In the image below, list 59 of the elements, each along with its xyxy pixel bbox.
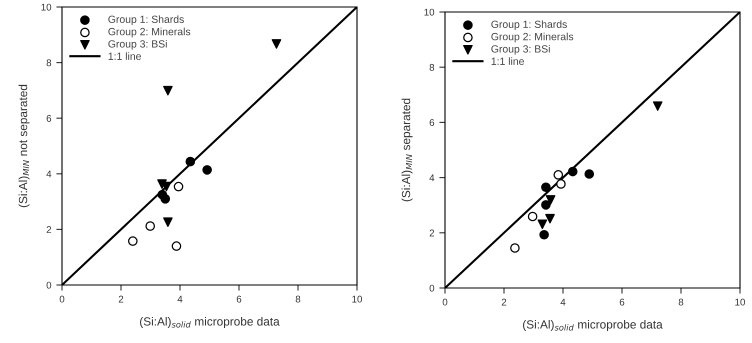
x-tick-label: 6	[620, 298, 624, 306]
y-tick-label: 0	[430, 284, 434, 292]
x-tick-label: 4	[560, 298, 566, 306]
y-tick-label: 2	[46, 226, 52, 233]
point	[539, 230, 549, 240]
x-tick-label: 4	[178, 296, 182, 302]
y-tick-label: 8	[46, 59, 52, 66]
y-tick-label: 0	[46, 282, 52, 289]
point	[652, 101, 662, 111]
point	[202, 165, 212, 175]
x-axis-title: (Si:Al)$_{solid}$ microprobe data	[523, 320, 663, 331]
point	[545, 214, 555, 224]
point	[546, 195, 556, 205]
point	[541, 182, 551, 192]
legend-label: Group 3: BSi	[108, 40, 167, 50]
y-tick-label: 2	[430, 230, 434, 236]
x-tick-label: 8	[296, 296, 300, 303]
y-tick-label: 10	[42, 4, 52, 11]
point	[186, 156, 196, 166]
point	[528, 212, 538, 222]
legend-label: Group 1: Shards	[108, 15, 184, 26]
x-tick-label: 10	[352, 296, 362, 303]
y-tick-label: 6	[46, 114, 52, 122]
y-tick-label: 4	[46, 170, 52, 178]
x-tick-label: 8	[678, 298, 684, 306]
point	[163, 86, 173, 96]
point	[172, 241, 182, 251]
point	[272, 39, 282, 49]
legend-label: 1:1 line	[492, 57, 524, 65]
x-tick-label: 2	[118, 296, 124, 302]
x-axis-title: (Si:Al)$_{solid}$ microprobe data	[140, 316, 280, 328]
point	[553, 170, 564, 180]
legend-label: 1:1 line	[108, 52, 141, 60]
point	[163, 217, 173, 227]
y-tick-label: 6	[430, 119, 434, 126]
legend-label: Group 2: Minerals	[108, 28, 190, 38]
point	[128, 236, 138, 246]
x-tick-label: 0	[442, 298, 448, 306]
legend-label: Group 2: Minerals	[491, 32, 574, 42]
y-tick-label: 4	[429, 174, 434, 182]
point	[541, 200, 551, 210]
legend-label: Group 3: BSi	[491, 44, 550, 55]
y-axis-title: (Si:Al)$_{MIN}$ not separated	[18, 84, 30, 208]
point	[510, 243, 520, 253]
point	[584, 169, 594, 179]
point	[568, 166, 578, 176]
point	[160, 194, 170, 204]
y-axis-title: (Si:Al)$_{MIN}$ separated	[402, 98, 413, 202]
point	[556, 179, 566, 189]
x-tick-label: 0	[60, 296, 64, 303]
legend-label: Group 1: Shards	[491, 20, 567, 30]
x-tick-label: 2	[502, 298, 506, 306]
x-tick-label: 10	[735, 298, 746, 306]
x-tick-label: 6	[236, 296, 242, 303]
y-tick-label: 8	[430, 64, 434, 71]
point	[174, 182, 184, 192]
point	[145, 221, 155, 231]
point	[538, 219, 548, 230]
y-tick-label: 10	[424, 8, 434, 16]
